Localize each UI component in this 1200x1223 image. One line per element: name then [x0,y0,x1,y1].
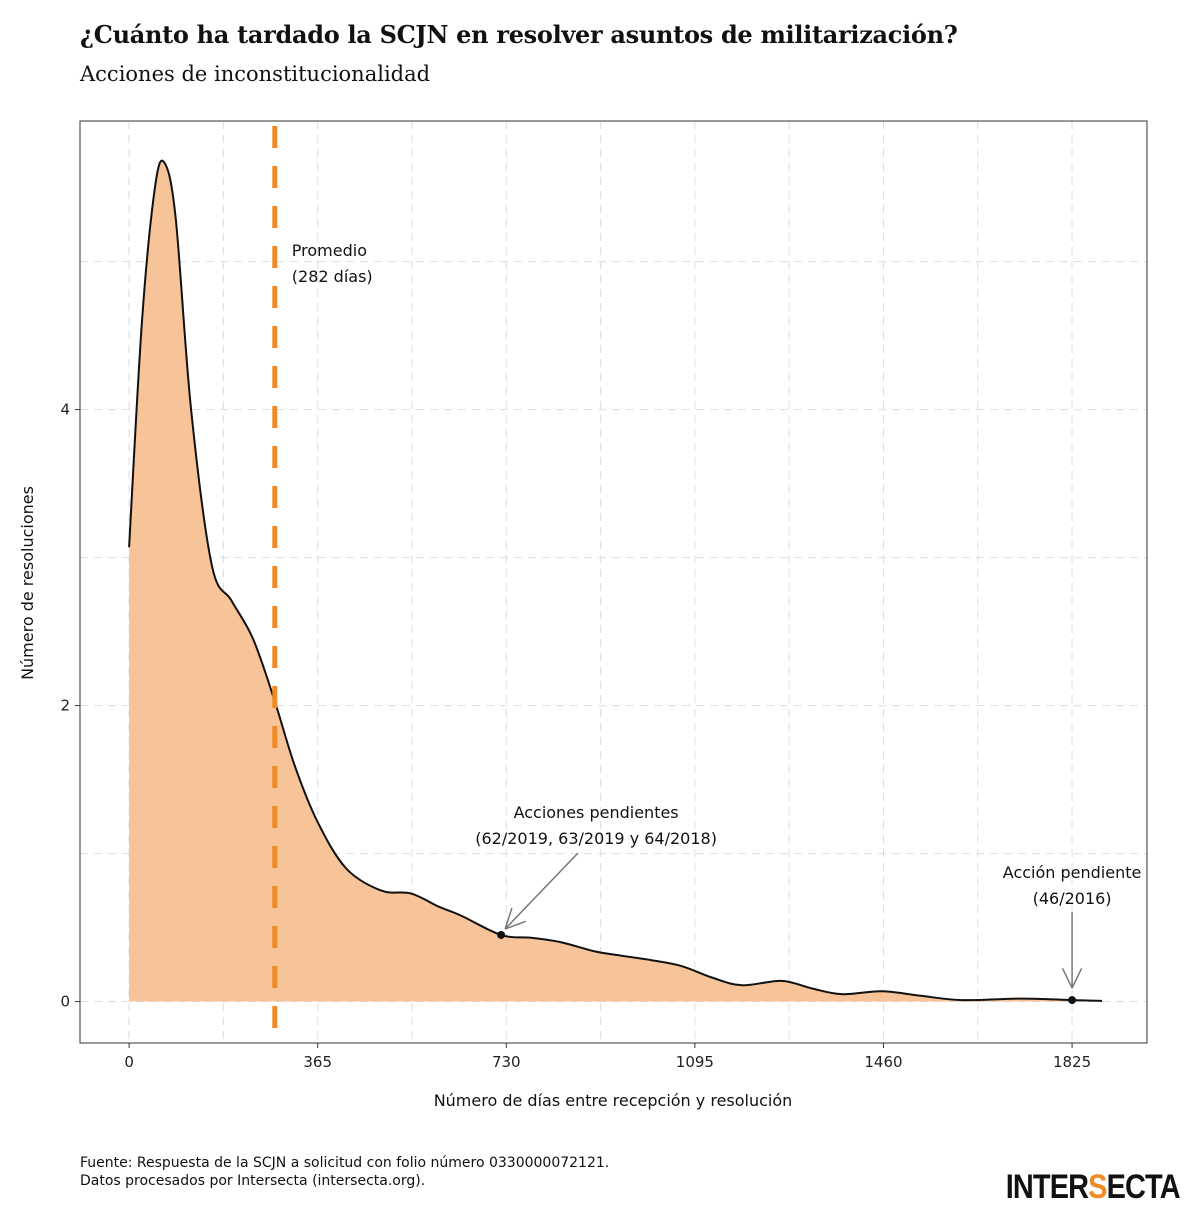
y-tick-label: 2 [60,697,70,715]
y-axis-label: Número de resoluciones [18,486,37,680]
chart-subtitle: Acciones de inconstitucionalidad [80,62,431,86]
annotation-title: Acciones pendientes [514,803,679,822]
chart-title: ¿Cuánto ha tardado la SCJN en resolver a… [80,20,958,49]
density-area [129,160,1103,1002]
y-tick-label: 0 [60,993,70,1011]
x-tick-label: 1095 [676,1053,714,1071]
intersecta-logo: INTERSECTA [1005,1168,1181,1206]
x-tick-label: 730 [492,1053,521,1071]
y-tick-label: 4 [60,401,70,419]
annotation-title: Acción pendiente [1003,863,1142,882]
x-tick-label: 1460 [864,1053,902,1071]
processing-note: Datos procesados por Intersecta (interse… [80,1173,426,1189]
annotation-arrow [504,852,579,930]
source-note: Fuente: Respuesta de la SCJN a solicitud… [80,1154,609,1190]
x-tick-label: 365 [303,1053,332,1071]
density-line [128,159,1103,1002]
arrowhead [1071,967,1083,989]
pending-case-point [497,930,506,939]
annotation-cases: (46/2016) [1033,889,1112,908]
mean-label: Promedio [292,241,367,260]
arrowhead [504,920,526,930]
x-axis-label: Número de días entre recepción y resoluc… [434,1091,793,1110]
arrowhead [1061,967,1073,989]
x-tick-label: 0 [124,1053,134,1071]
plot-frame [79,120,1148,1044]
annotation-cases: (62/2019, 63/2019 y 64/2018) [475,829,717,848]
source-line: Fuente: Respuesta de la SCJN a solicitud… [80,1155,610,1171]
arrowhead [504,907,513,930]
pending-case-point [1068,996,1077,1005]
mean-label-value: (282 días) [292,267,373,286]
x-tick-label: 1825 [1053,1053,1091,1071]
